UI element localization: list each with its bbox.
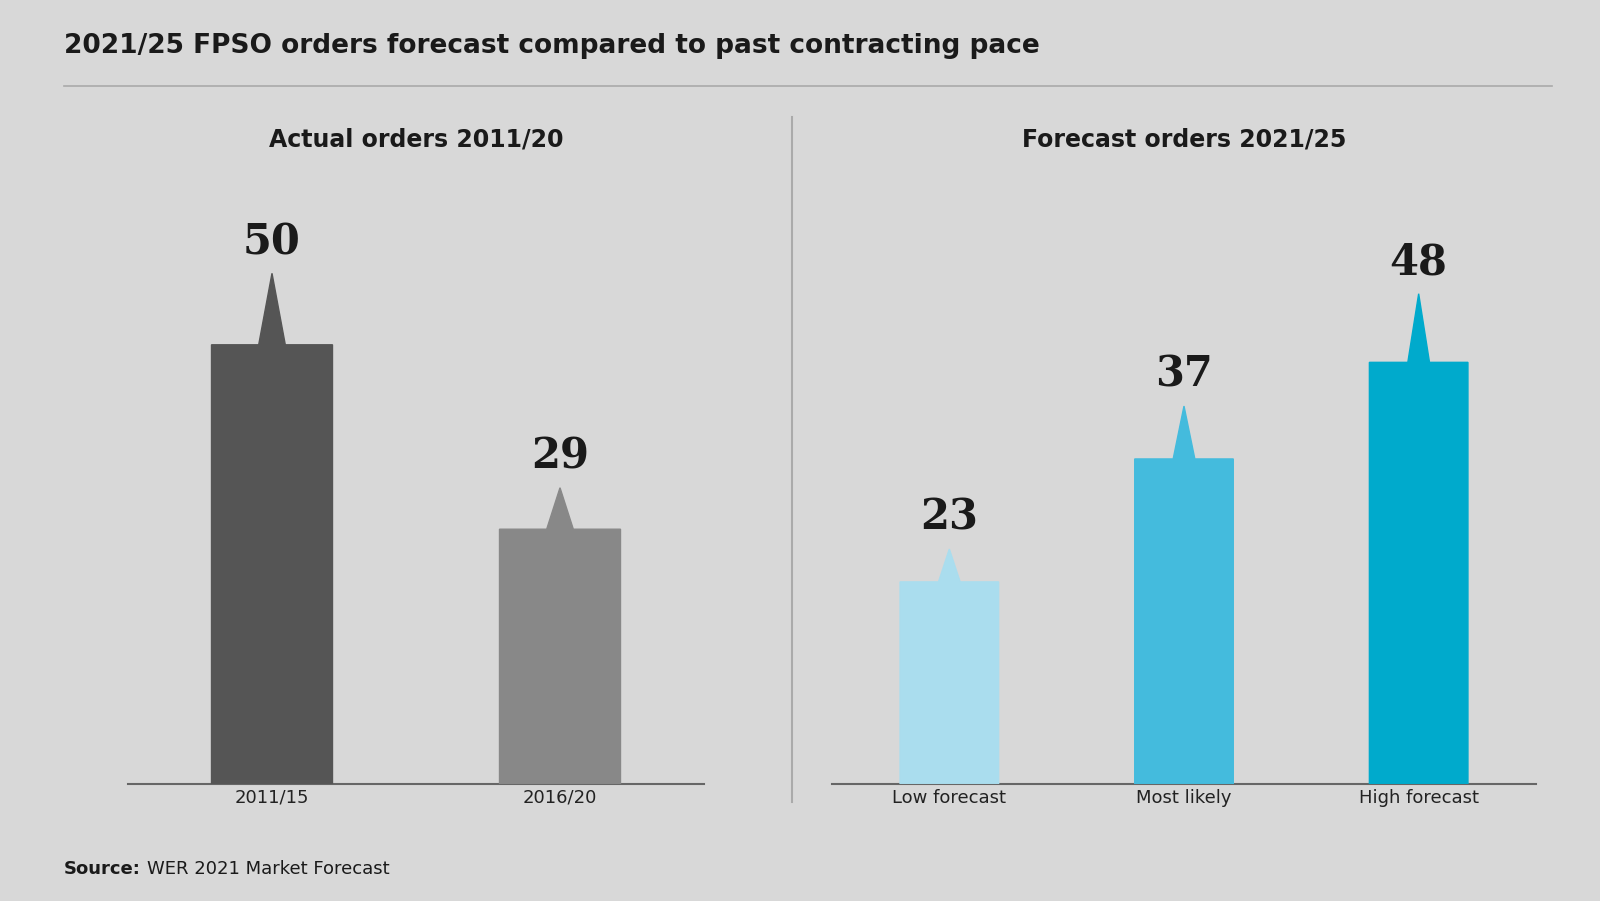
Text: 48: 48 bbox=[1390, 241, 1448, 284]
Text: 2021/25 FPSO orders forecast compared to past contracting pace: 2021/25 FPSO orders forecast compared to… bbox=[64, 32, 1040, 59]
Text: 37: 37 bbox=[1155, 354, 1213, 396]
Polygon shape bbox=[1370, 294, 1467, 784]
Polygon shape bbox=[901, 549, 998, 784]
Polygon shape bbox=[499, 487, 621, 784]
Text: 50: 50 bbox=[243, 221, 301, 263]
Text: 29: 29 bbox=[531, 435, 589, 478]
Title: Actual orders 2011/20: Actual orders 2011/20 bbox=[269, 127, 563, 151]
Text: Source:: Source: bbox=[64, 860, 141, 878]
Text: 23: 23 bbox=[920, 496, 978, 539]
Text: WER 2021 Market Forecast: WER 2021 Market Forecast bbox=[147, 860, 390, 878]
Polygon shape bbox=[1134, 406, 1234, 784]
Polygon shape bbox=[211, 273, 333, 784]
Title: Forecast orders 2021/25: Forecast orders 2021/25 bbox=[1022, 127, 1346, 151]
